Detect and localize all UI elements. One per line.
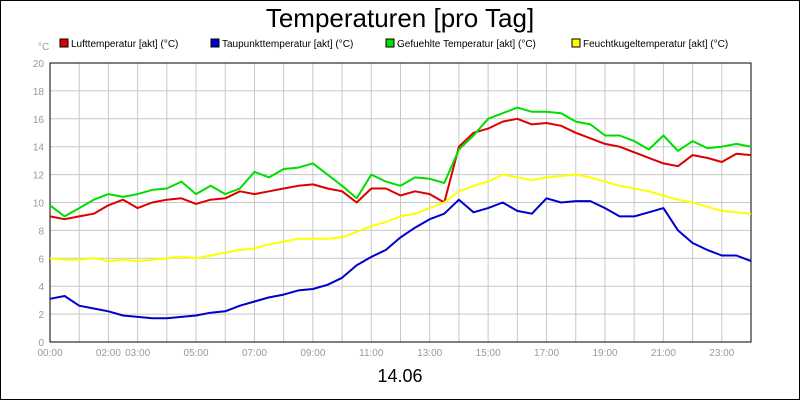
y-axis-unit: °C (38, 42, 49, 53)
series-line-2 (49, 197, 752, 320)
plot-border (49, 62, 752, 343)
y-axis-ticks: 0 2 4 6 8 10 12 14 16 18 20 (33, 59, 45, 349)
x-axis-ticks: 00:00 02:00 03:00 05:00 07:00 09:00 11:00 13:00… (37, 348, 734, 359)
y-tick-label: 18 (33, 87, 45, 98)
x-tick-label: 13:00 (417, 348, 442, 359)
x-tick-label: 03:00 (125, 348, 150, 359)
legend-label: Lufttemperatur [akt] (°C) (71, 39, 178, 50)
y-tick-label: 4 (38, 282, 44, 293)
y-tick-label: 10 (33, 199, 45, 210)
y-tick-label: 12 (33, 171, 45, 182)
y-tick-label: 2 (38, 310, 44, 321)
x-tick-label: 11:00 (359, 348, 384, 359)
plot-area (49, 62, 752, 343)
x-tick-label: 09:00 (300, 348, 325, 359)
legend-label: Taupunkttemperatur [akt] (°C) (222, 39, 353, 50)
legend: Lufttemperatur [akt] (°C) Taupunkttempera… (59, 38, 728, 50)
y-tick-label: 14 (33, 143, 45, 154)
grid (49, 62, 752, 343)
y-tick-label: 8 (38, 226, 44, 237)
y-tick-label: 6 (38, 254, 44, 265)
series-line-4 (49, 173, 752, 263)
legend-label: Gefuehlte Temperatur [akt] (°C) (397, 39, 536, 50)
series-line-1 (49, 117, 752, 221)
x-tick-label: 17:00 (534, 348, 559, 359)
x-tick-label: 07:00 (242, 348, 267, 359)
legend-swatch (59, 38, 69, 48)
x-tick-label: 23:00 (709, 348, 734, 359)
x-tick-label: 21:00 (651, 348, 676, 359)
legend-swatch (210, 38, 220, 48)
x-axis-label: 14.06 (377, 366, 423, 386)
x-tick-label: 15:00 (476, 348, 501, 359)
x-tick-label: 02:00 (96, 348, 121, 359)
legend-swatch (571, 38, 581, 48)
legend-label: Feuchtkugeltemperatur [akt] (°C) (583, 39, 728, 50)
series-line-3 (49, 106, 752, 218)
y-tick-label: 16 (33, 115, 45, 126)
chart-title: Temperaturen [pro Tag] (265, 3, 535, 33)
y-tick-label: 20 (33, 59, 45, 70)
y-tick-label: 0 (38, 338, 44, 349)
x-tick-label: 05:00 (184, 348, 209, 359)
x-tick-label: 19:00 (592, 348, 617, 359)
legend-swatch (385, 38, 395, 48)
x-tick-label: 00:00 (37, 348, 62, 359)
series-lines (49, 106, 752, 320)
